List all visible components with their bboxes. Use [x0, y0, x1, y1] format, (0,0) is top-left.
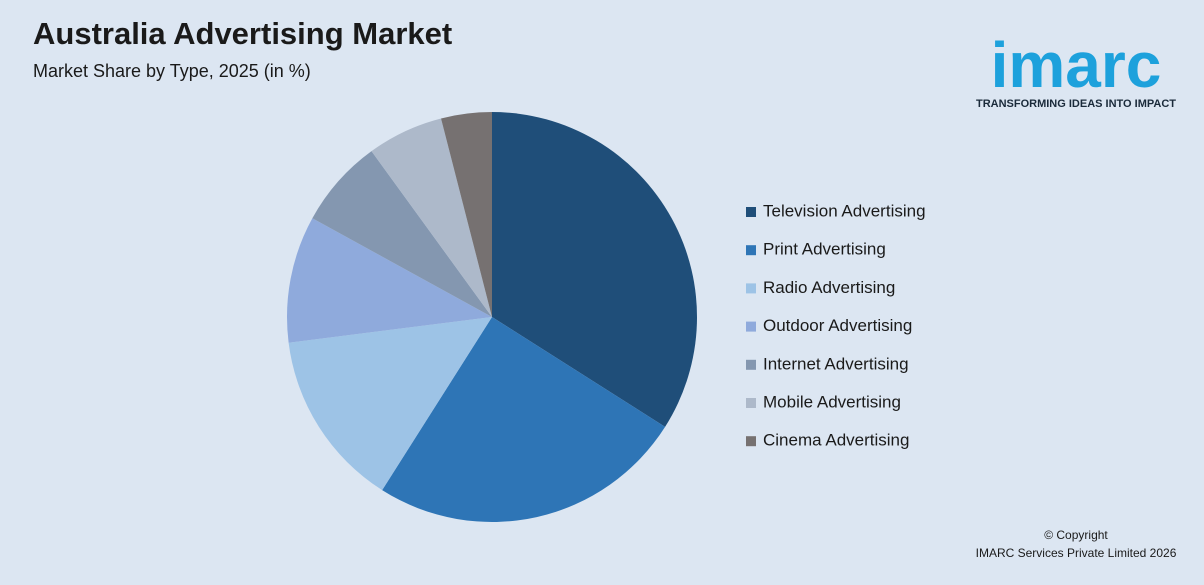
chart-subtitle: Market Share by Type, 2025 (in %): [33, 61, 311, 81]
legend-swatch: [746, 436, 756, 447]
legend-label: Cinema Advertising: [763, 431, 909, 450]
pie-slice: [286, 218, 492, 343]
copyright: IMARC Services Private Limited 2026: [976, 546, 1177, 560]
legend-label: Mobile Advertising: [763, 392, 901, 411]
pie-slice: [441, 112, 492, 317]
pie-slice: [312, 151, 492, 317]
legend-label: Print Advertising: [763, 240, 886, 259]
legend-swatch: [746, 321, 756, 332]
legend-swatch: [746, 207, 756, 217]
legend-swatch: [746, 283, 756, 294]
legend-label: Outdoor Advertising: [763, 316, 912, 335]
legend-label: Radio Advertising: [763, 278, 895, 297]
pie-slice: [382, 317, 666, 522]
legend-label: Internet Advertising: [763, 354, 909, 373]
legend-swatch: [746, 359, 756, 370]
chart-title: Australia Advertising Market: [33, 16, 452, 51]
pie-slice: [288, 317, 492, 491]
pie-slice: [371, 118, 492, 317]
copyright: © Copyright: [1044, 528, 1108, 542]
legend-label: Television Advertising: [763, 201, 926, 220]
brand-logo: imarc: [991, 29, 1162, 101]
brand-tagline: TRANSFORMING IDEAS INTO IMPACT: [976, 98, 1176, 110]
pie-slice: [492, 112, 697, 427]
legend-swatch: [746, 398, 756, 408]
legend-swatch: [746, 245, 756, 256]
